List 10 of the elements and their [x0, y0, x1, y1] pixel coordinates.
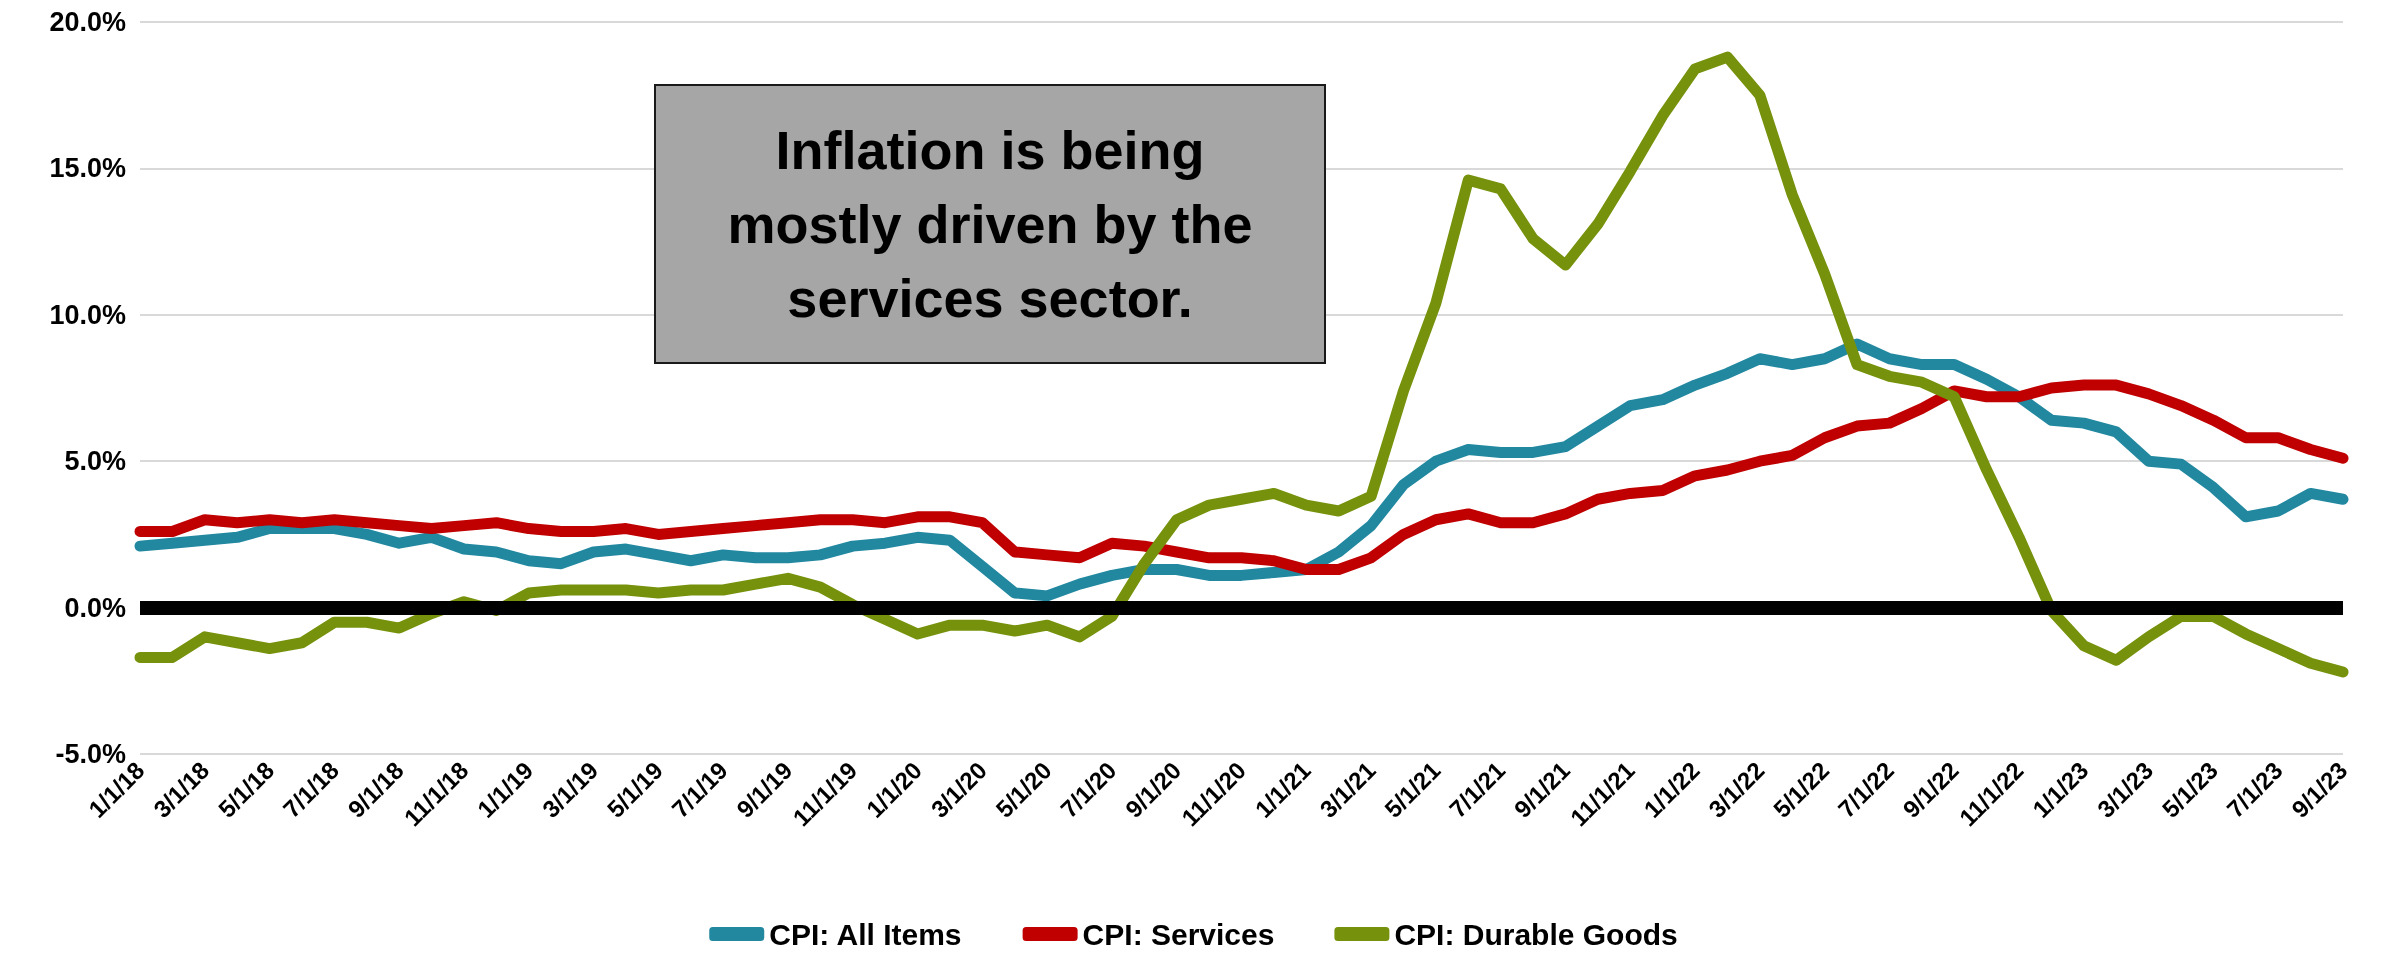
- legend-label: CPI: Durable Goods: [1394, 917, 1678, 951]
- y-tick-label: 0.0%: [64, 592, 126, 623]
- y-tick-label: 5.0%: [64, 446, 126, 477]
- annotation: Inflation is being mostly driven by the services sector.: [727, 120, 1253, 328]
- y-tick-label: 15.0%: [49, 153, 126, 184]
- legend-label: CPI: All Items: [769, 917, 962, 951]
- legend-label: CPI: Services: [1082, 917, 1275, 951]
- y-tick-label: -5.0%: [55, 739, 126, 769]
- y-tick-label: 20.0%: [49, 7, 126, 37]
- y-tick-label: 10.0%: [49, 299, 126, 330]
